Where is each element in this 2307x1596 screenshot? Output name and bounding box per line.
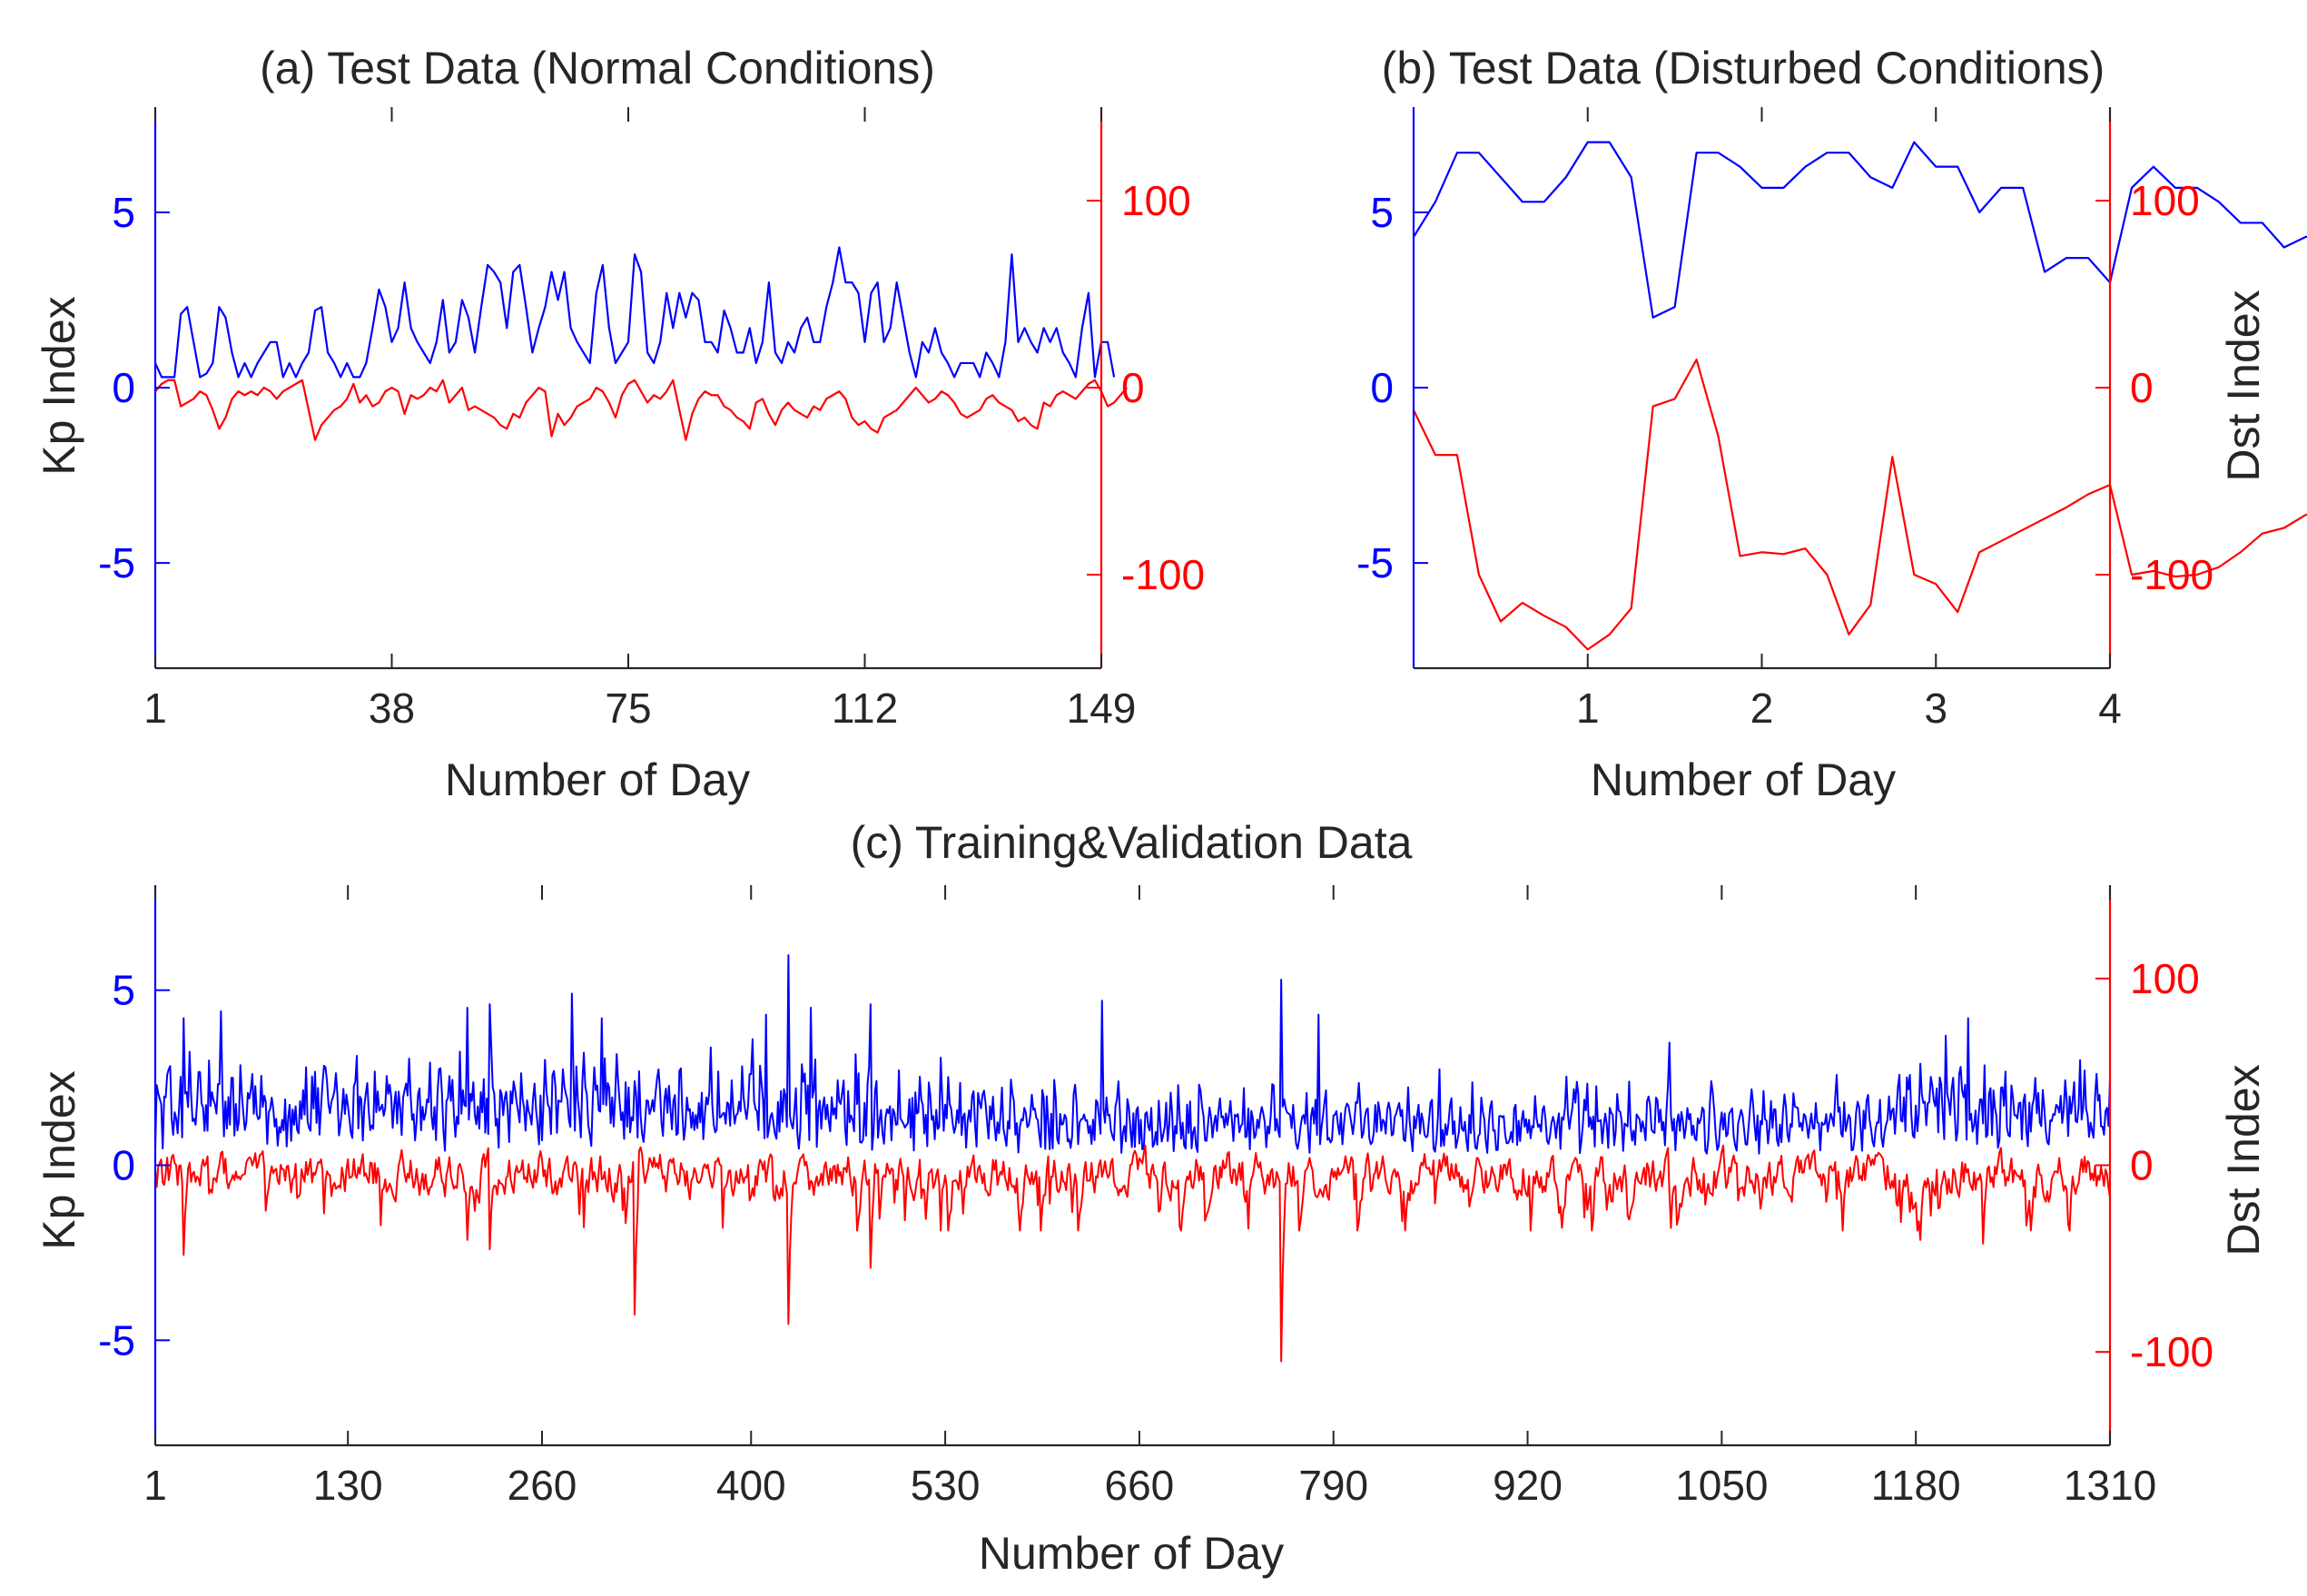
panel-a-xlabel: Number of Day	[445, 754, 750, 805]
y-tick-left-label: 0	[1370, 364, 1394, 411]
x-tick-label: 1180	[1871, 1462, 1961, 1509]
x-tick-label: 260	[508, 1462, 577, 1509]
x-tick-label: 4	[2098, 685, 2122, 732]
panel-a-axes: 1 38 75 112 149 -5 0 5 -100 0 100	[98, 107, 1205, 732]
series-line-dst	[1413, 359, 2307, 651]
panel-c: (c) Training&Validation Data Number of D…	[34, 817, 2269, 1579]
x-tick-label: 149	[1067, 685, 1137, 732]
panel-b-axes: 1 2 3 4 -5 0 5 -100 0 100	[1356, 107, 2213, 732]
x-tick-label: 130	[313, 1462, 383, 1509]
x-tick-label: 38	[369, 685, 415, 732]
panel-b: (b) Test Data (Disturbed Conditions) Num…	[1356, 43, 2307, 805]
y-tick-right-label: 100	[2130, 955, 2200, 1002]
y-tick-left-label: -5	[1356, 539, 1394, 586]
panel-c-series-kp	[154, 954, 2111, 1155]
series-line-kp	[154, 954, 2111, 1155]
panel-c-axes: 1 130 260 400 530 660 790 920 1050 1180 1310 -5 0 5 -1…	[98, 885, 2213, 1509]
x-tick-label: 400	[716, 1462, 786, 1509]
x-tick-label: 920	[1493, 1462, 1563, 1509]
x-tick-label: 1	[143, 685, 167, 732]
panel-a-series-dst	[154, 379, 1128, 441]
series-line-dst	[154, 379, 1128, 441]
y-tick-left-label: -5	[98, 1316, 135, 1364]
y-tick-right-label: -100	[2130, 551, 2213, 598]
y-tick-right-label: 0	[2130, 364, 2154, 411]
y-tick-right-label: 100	[1121, 177, 1191, 224]
y-tick-right-label: 100	[2130, 177, 2200, 224]
panel-b-plot-area	[1414, 107, 2110, 668]
y-tick-right-label: 0	[1121, 364, 1145, 411]
panel-a-title: (a) Test Data (Normal Conditions)	[260, 43, 935, 94]
panel-a: (a) Test Data (Normal Conditions) Number…	[34, 43, 1205, 805]
panel-b-series-dst	[1413, 359, 2307, 651]
panel-c-series-dst	[154, 1144, 2111, 1363]
panel-c-title: (c) Training&Validation Data	[851, 817, 1413, 868]
y-tick-left-label: -5	[98, 539, 135, 586]
x-tick-label: 660	[1105, 1462, 1175, 1509]
panel-b-title: (b) Test Data (Disturbed Conditions)	[1382, 43, 2105, 94]
x-tick-label: 75	[605, 685, 651, 732]
panel-c-xlabel: Number of Day	[979, 1528, 1284, 1579]
series-line-kp	[153, 246, 1116, 379]
x-tick-label: 3	[1924, 685, 1947, 732]
x-tick-label: 112	[832, 685, 898, 732]
panel-b-xlabel: Number of Day	[1591, 754, 1896, 805]
panel-a-plot-area	[155, 107, 1101, 668]
panel-c-ylabel-left: Kp Index	[34, 1070, 84, 1249]
panel-c-ylabel-right: Dst Index	[2218, 1064, 2269, 1256]
y-tick-left-label: 5	[112, 967, 135, 1014]
x-tick-label: 1	[1576, 685, 1600, 732]
y-tick-right-label: 0	[2130, 1142, 2154, 1189]
x-tick-label: 1	[143, 1462, 167, 1509]
panel-b-ylabel-right: Dst Index	[2218, 290, 2269, 481]
panel-b-series-kp	[1413, 141, 2307, 319]
series-line-dst	[154, 1144, 2111, 1363]
x-tick-label: 790	[1298, 1462, 1368, 1509]
panel-a-series-kp	[153, 246, 1116, 379]
x-tick-label: 2	[1750, 685, 1774, 732]
x-tick-label: 1310	[2064, 1462, 2156, 1509]
y-tick-right-label: -100	[2130, 1328, 2213, 1375]
x-tick-label: 1050	[1675, 1462, 1768, 1509]
y-tick-left-label: 0	[112, 364, 135, 411]
series-line-kp	[1413, 141, 2307, 319]
y-tick-left-label: 5	[112, 189, 135, 236]
x-tick-label: 530	[911, 1462, 981, 1509]
y-tick-right-label: -100	[1121, 551, 1205, 598]
panel-a-ylabel-left: Kp Index	[34, 296, 84, 475]
y-tick-left-label: 5	[1370, 189, 1394, 236]
y-tick-left-label: 0	[112, 1142, 135, 1189]
